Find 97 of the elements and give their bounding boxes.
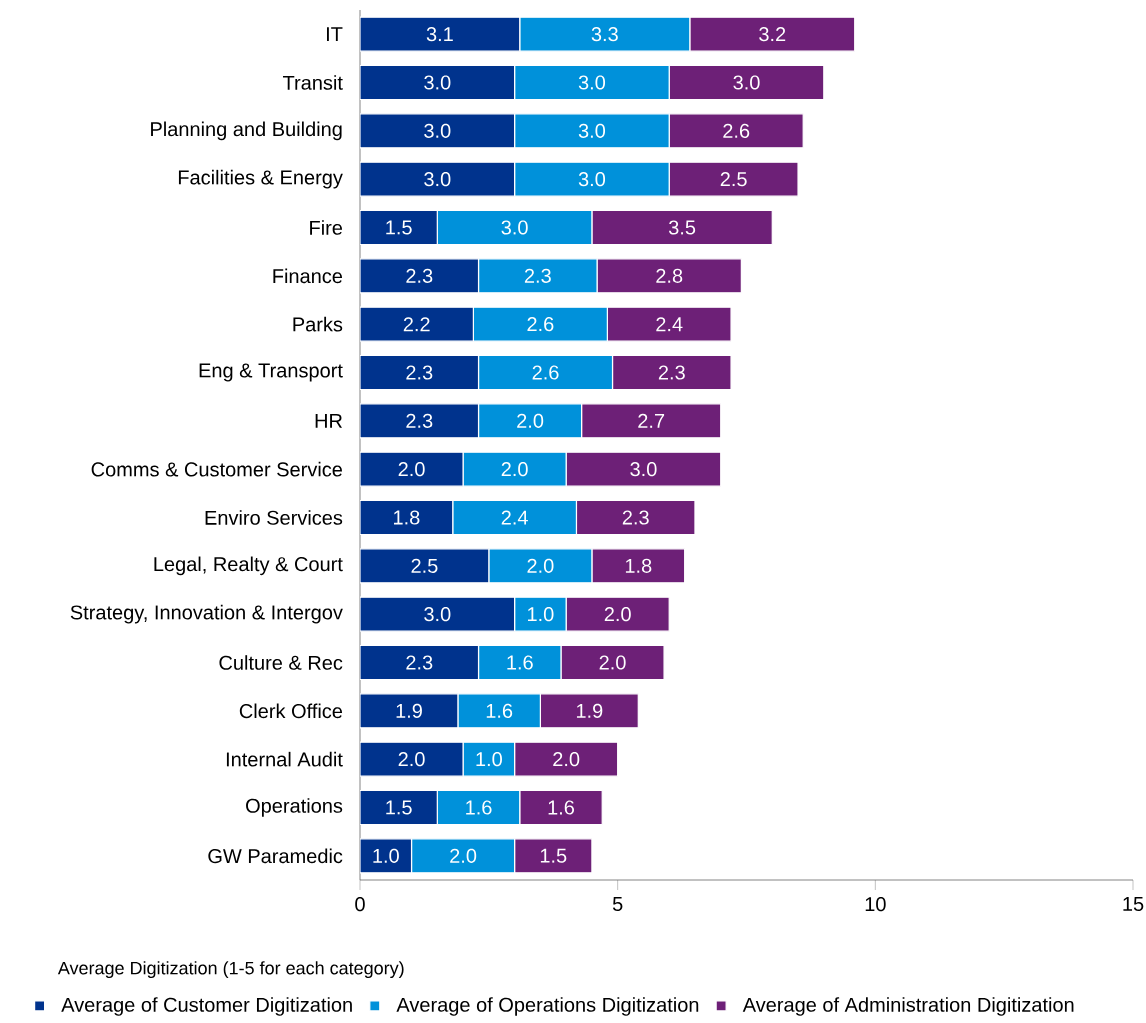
data-label: 2.6: [723, 123, 750, 138]
data-label: 3.2: [759, 27, 786, 42]
bar: [360, 596, 516, 632]
data-label: 3.0: [578, 123, 606, 138]
data-label: 2.0: [527, 558, 554, 573]
data-label: 3.0: [424, 75, 451, 90]
data-label: 2.3: [622, 510, 649, 525]
y-tick-label: IT: [327, 27, 343, 42]
data-label: 1.0: [373, 848, 399, 863]
data-label: 3.0: [733, 75, 760, 90]
bar: [360, 258, 480, 294]
data-label: 1.9: [396, 703, 422, 718]
data-label: 1.6: [507, 655, 533, 670]
data-label: 2.8: [656, 268, 683, 283]
legend-label: Average of Administration Digitization: [742, 997, 1074, 1016]
data-label: 1.6: [466, 800, 492, 815]
data-label: 3.0: [424, 607, 451, 622]
bar: [360, 548, 490, 584]
data-label: 2.0: [599, 655, 626, 670]
y-tick-label: Eng & Transport: [199, 363, 343, 382]
data-label: 2.3: [658, 365, 685, 380]
data-label: 2.3: [406, 365, 433, 380]
y-tick-label: Enviro Services: [205, 510, 343, 525]
bar: [360, 16, 521, 52]
data-label: 2.6: [527, 317, 554, 332]
data-label: 2.0: [398, 462, 425, 477]
bar: [360, 741, 464, 777]
bar: [360, 306, 474, 342]
bar: [360, 644, 480, 681]
data-label: 2.0: [517, 413, 544, 428]
data-label: 2.3: [406, 268, 433, 283]
data-label: 3.0: [501, 220, 528, 235]
data-label: 1.6: [486, 703, 513, 718]
bar: [360, 403, 480, 439]
data-label: 1.5: [386, 800, 412, 815]
y-tick-label: GW Paramedic: [208, 848, 343, 864]
y-tick-label: Strategy, Innovation & Intergov: [70, 604, 343, 624]
data-label: 3.0: [424, 172, 451, 187]
data-label: 2.4: [501, 510, 528, 525]
y-tick-label: Planning and Building: [151, 121, 342, 141]
data-label: 2.0: [450, 848, 477, 863]
y-tick-label: Parks: [293, 316, 343, 332]
y-tick-label: Internal Audit: [226, 751, 343, 767]
data-label: 3.0: [424, 123, 451, 138]
data-label: 1.0: [528, 607, 554, 622]
y-tick-label: Clerk Office: [239, 703, 343, 719]
x-tick-label: 0: [355, 897, 365, 912]
data-label: 1.5: [540, 848, 567, 863]
bar: [360, 113, 516, 149]
data-label: 3.3: [591, 27, 618, 42]
bar: [360, 693, 459, 729]
legend-label: Average of Operations Digitization: [396, 997, 699, 1016]
data-label: 2.3: [406, 413, 433, 428]
bar: [360, 354, 480, 391]
data-label: 3.0: [578, 75, 606, 90]
y-tick-label: Culture & Rec: [219, 655, 343, 670]
legend-label: Average of Customer Digitization: [61, 997, 352, 1016]
data-label: 2.0: [501, 462, 528, 477]
data-label: 1.8: [394, 510, 420, 525]
y-tick-label: Fire: [310, 220, 343, 235]
bar: [360, 451, 464, 487]
data-label: 1.6: [548, 800, 575, 815]
data-label: 2.0: [553, 752, 580, 767]
y-tick-label: Finance: [273, 268, 343, 284]
bar: [360, 64, 516, 101]
data-label: 2.6: [532, 365, 559, 380]
data-label: 1.9: [576, 703, 603, 718]
y-tick-label: Comms & Customer Service: [91, 461, 342, 477]
y-tick-label: Transit: [282, 75, 343, 90]
x-tick-label: 5: [612, 897, 623, 912]
x-tick-label: 15: [1123, 897, 1144, 912]
bar: [360, 161, 516, 197]
x-axis-title: Average Digitization (1-5 for each category): [57, 961, 404, 978]
bar: [360, 209, 438, 246]
data-label: 2.5: [411, 558, 438, 573]
y-tick-label: Legal, Realty & Court: [154, 556, 343, 576]
bar: [360, 789, 438, 826]
data-label: 3.0: [578, 172, 606, 187]
y-tick-label: Operations: [246, 798, 343, 817]
data-label: 3.5: [668, 220, 696, 235]
data-label: 3.0: [630, 462, 657, 477]
data-label: 2.0: [398, 752, 425, 767]
data-label: 2.7: [638, 413, 665, 428]
data-label: 2.0: [604, 607, 631, 622]
x-tick-label: 10: [865, 897, 886, 912]
data-label: 1.8: [625, 558, 652, 573]
data-label: 2.5: [720, 172, 747, 187]
data-label: 2.2: [403, 317, 430, 332]
y-tick-label: HR: [315, 413, 343, 428]
data-label: 3.1: [426, 27, 453, 42]
data-label: 1.5: [386, 220, 412, 235]
bar: [360, 499, 454, 536]
data-label: 1.0: [476, 752, 502, 767]
data-label: 2.4: [656, 317, 683, 332]
data-label: 2.3: [524, 268, 551, 283]
data-label: 2.3: [406, 655, 433, 670]
y-tick-label: Facilities & Energy: [178, 169, 343, 189]
